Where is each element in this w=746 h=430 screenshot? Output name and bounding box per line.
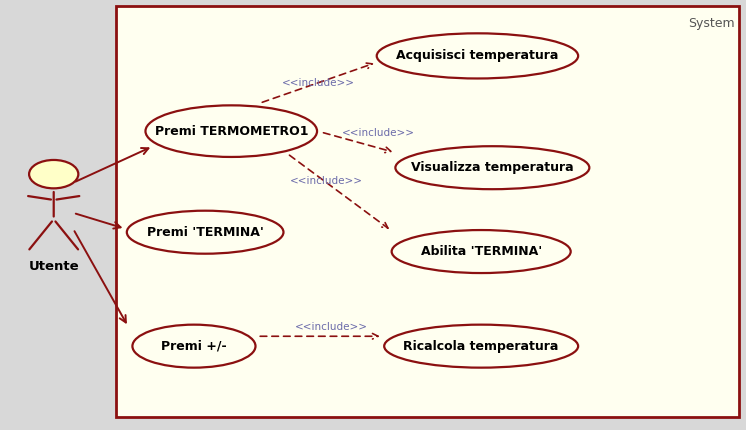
Text: Premi 'TERMINA': Premi 'TERMINA' xyxy=(147,226,263,239)
Ellipse shape xyxy=(395,146,589,189)
Ellipse shape xyxy=(133,325,255,368)
Text: System: System xyxy=(688,17,735,30)
Text: Premi +/-: Premi +/- xyxy=(161,340,227,353)
Text: <<include>>: <<include>> xyxy=(289,176,363,187)
Ellipse shape xyxy=(377,34,578,78)
Text: <<include>>: <<include>> xyxy=(282,77,355,88)
Text: Abilita 'TERMINA': Abilita 'TERMINA' xyxy=(421,245,542,258)
Text: <<include>>: <<include>> xyxy=(342,128,415,138)
FancyBboxPatch shape xyxy=(116,6,739,417)
Circle shape xyxy=(29,160,78,188)
Ellipse shape xyxy=(392,230,571,273)
Text: Utente: Utente xyxy=(28,260,79,273)
Text: <<include>>: <<include>> xyxy=(295,322,368,332)
Text: Premi TERMOMETRO1: Premi TERMOMETRO1 xyxy=(154,125,308,138)
Ellipse shape xyxy=(145,105,317,157)
Text: Ricalcola temperatura: Ricalcola temperatura xyxy=(404,340,559,353)
Text: Acquisisci temperatura: Acquisisci temperatura xyxy=(396,49,559,62)
Ellipse shape xyxy=(384,325,578,368)
Text: Visualizza temperatura: Visualizza temperatura xyxy=(411,161,574,174)
Ellipse shape xyxy=(127,211,283,254)
